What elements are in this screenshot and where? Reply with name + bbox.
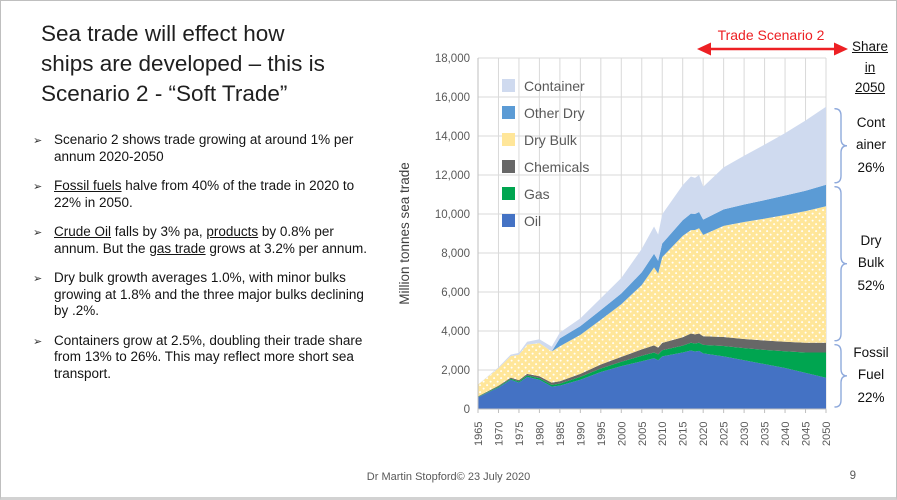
svg-text:2030: 2030 (739, 422, 751, 446)
legend-label: Gas (524, 185, 550, 202)
svg-text:2005: 2005 (637, 422, 649, 446)
svg-text:2035: 2035 (760, 422, 772, 446)
legend-label: Other Dry (524, 104, 585, 121)
dry-bulk-swatch-icon (502, 133, 515, 146)
area-oil (478, 350, 826, 409)
svg-text:2040: 2040 (780, 422, 792, 446)
oil-swatch-icon (502, 214, 515, 227)
share-bracket-3 (834, 344, 848, 408)
svg-text:16,000: 16,000 (435, 92, 470, 104)
bullet-text: Scenario 2 shows trade growing at around… (54, 132, 354, 164)
share-label-container: Cont ainer 26% (855, 114, 887, 175)
bullet-arrow-icon: ➢ (33, 273, 43, 285)
bullet-arrow-icon: ➢ (33, 227, 43, 239)
svg-text:10,000: 10,000 (435, 209, 470, 221)
svg-text:6,000: 6,000 (441, 287, 470, 299)
bullet-item-1: ➢ Scenario 2 shows trade growing at aroun… (28, 132, 368, 165)
axes (477, 58, 827, 413)
svg-text:2,000: 2,000 (441, 365, 470, 377)
svg-text:2010: 2010 (657, 422, 669, 446)
chart-canvas: 0 2,000 4,000 6,000 8,000 10,000 12,000 14,000 1… (398, 42, 848, 446)
slide-title: Sea trade will effect how ships are deve… (41, 21, 325, 106)
chemicals-swatch-icon (502, 160, 515, 173)
bullet-item-3: ➢ Crude Oil falls by 3% pa, products by 0… (28, 224, 368, 257)
svg-text:1975: 1975 (514, 422, 526, 446)
svg-text:14,000: 14,000 (435, 131, 470, 143)
svg-text:1970: 1970 (493, 422, 505, 446)
svg-text:18,000: 18,000 (435, 53, 470, 65)
area-dry-bulk (478, 206, 826, 397)
bullet-item-5: ➢ Containers grow at 2.5%, doubling their… (28, 333, 368, 383)
svg-text:2020: 2020 (698, 422, 710, 446)
area-chemicals (478, 333, 826, 397)
bullet-text: Dry bulk growth averages 1.0%, with mino… (54, 270, 364, 318)
svg-text:1985: 1985 (555, 422, 567, 446)
bullet-text: Containers grow at 2.5%, doubling their … (54, 332, 363, 381)
svg-text:1990: 1990 (575, 422, 587, 446)
svg-text:2045: 2045 (801, 422, 813, 446)
share-label-oil: Fossil Fuel 22% (853, 344, 889, 405)
page-number: 9 (849, 470, 856, 482)
y-axis-labels: 0 2,000 4,000 6,000 8,000 10,000 12,000 14,000 1… (435, 53, 470, 416)
x-axis-labels: 1965 1970 1975 1980 1985 1990 1995 2000 2005 2010… (473, 422, 833, 446)
share-label-dry-bulk: Dry Bulk 52% (857, 232, 885, 293)
svg-text:1980: 1980 (534, 422, 546, 446)
share-bracket-2 (834, 186, 848, 342)
bullet-text: Fossil fuels halve from 40% of the trade… (54, 178, 355, 210)
gas-swatch-icon (502, 187, 515, 200)
svg-text:12,000: 12,000 (435, 170, 470, 182)
trade-scenario-arrow-icon (697, 42, 848, 56)
legend-item-other-dry: Other Dry (502, 99, 589, 126)
bullet-arrow-icon: ➢ (33, 181, 43, 193)
legend-label: Dry Bulk (524, 131, 577, 148)
legend-item-gas: Gas (502, 180, 589, 207)
bullet-item-2: ➢ Fossil fuels halve from 40% of the trad… (28, 178, 368, 211)
legend-label: Chemicals (524, 158, 590, 175)
trade-scenario-label: Trade Scenario 2 (717, 27, 825, 43)
sea-trade-chart: 0 2,000 4,000 6,000 8,000 10,000 12,000 14,000 1… (398, 16, 896, 463)
legend-label: Container (524, 77, 585, 94)
svg-text:4,000: 4,000 (441, 326, 470, 338)
share-in-2050-heading: Share in 2050 (851, 39, 889, 95)
svg-text:8,000: 8,000 (441, 248, 470, 260)
legend-item-container: Container (502, 72, 589, 99)
svg-text:2000: 2000 (616, 422, 628, 446)
bullet-list: ➢ Scenario 2 shows trade growing at aroun… (28, 132, 368, 395)
other-dry-swatch-icon (502, 106, 515, 119)
share-bracket-1 (834, 108, 848, 184)
bullet-item-4: ➢ Dry bulk growth averages 1.0%, with min… (28, 270, 368, 320)
bullet-arrow-icon: ➢ (33, 335, 43, 348)
legend-label: Oil (524, 212, 542, 229)
chart-legend: Container Other Dry Dry Bulk Chemicals Gas Oi… (502, 72, 589, 234)
svg-text:2025: 2025 (719, 422, 731, 446)
area-gas (478, 342, 826, 398)
container-swatch-icon (502, 79, 515, 92)
svg-text:1965: 1965 (473, 422, 485, 446)
svg-text:0: 0 (464, 404, 470, 416)
share-brackets (834, 108, 848, 408)
legend-item-chemicals: Chemicals (502, 153, 589, 180)
svg-text:2015: 2015 (678, 422, 690, 446)
area-other-dry (478, 184, 826, 385)
bullet-text: Crude Oil falls by 3% pa, products by 0.… (54, 224, 367, 256)
stacked-areas (478, 106, 826, 409)
y-axis-title: Million tonnes sea trade (398, 162, 412, 305)
area-container (478, 106, 826, 385)
footer-credit: Dr Martin Stopford© 23 July 2020 (366, 471, 531, 483)
svg-text:2050: 2050 (821, 422, 833, 446)
legend-item-oil: Oil (502, 207, 589, 234)
legend-item-dry-bulk: Dry Bulk (502, 126, 589, 153)
svg-text:1995: 1995 (596, 422, 608, 446)
bullet-arrow-icon: ➢ (33, 135, 43, 147)
